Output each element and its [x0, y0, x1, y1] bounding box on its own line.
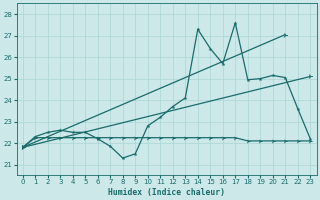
X-axis label: Humidex (Indice chaleur): Humidex (Indice chaleur): [108, 188, 225, 197]
